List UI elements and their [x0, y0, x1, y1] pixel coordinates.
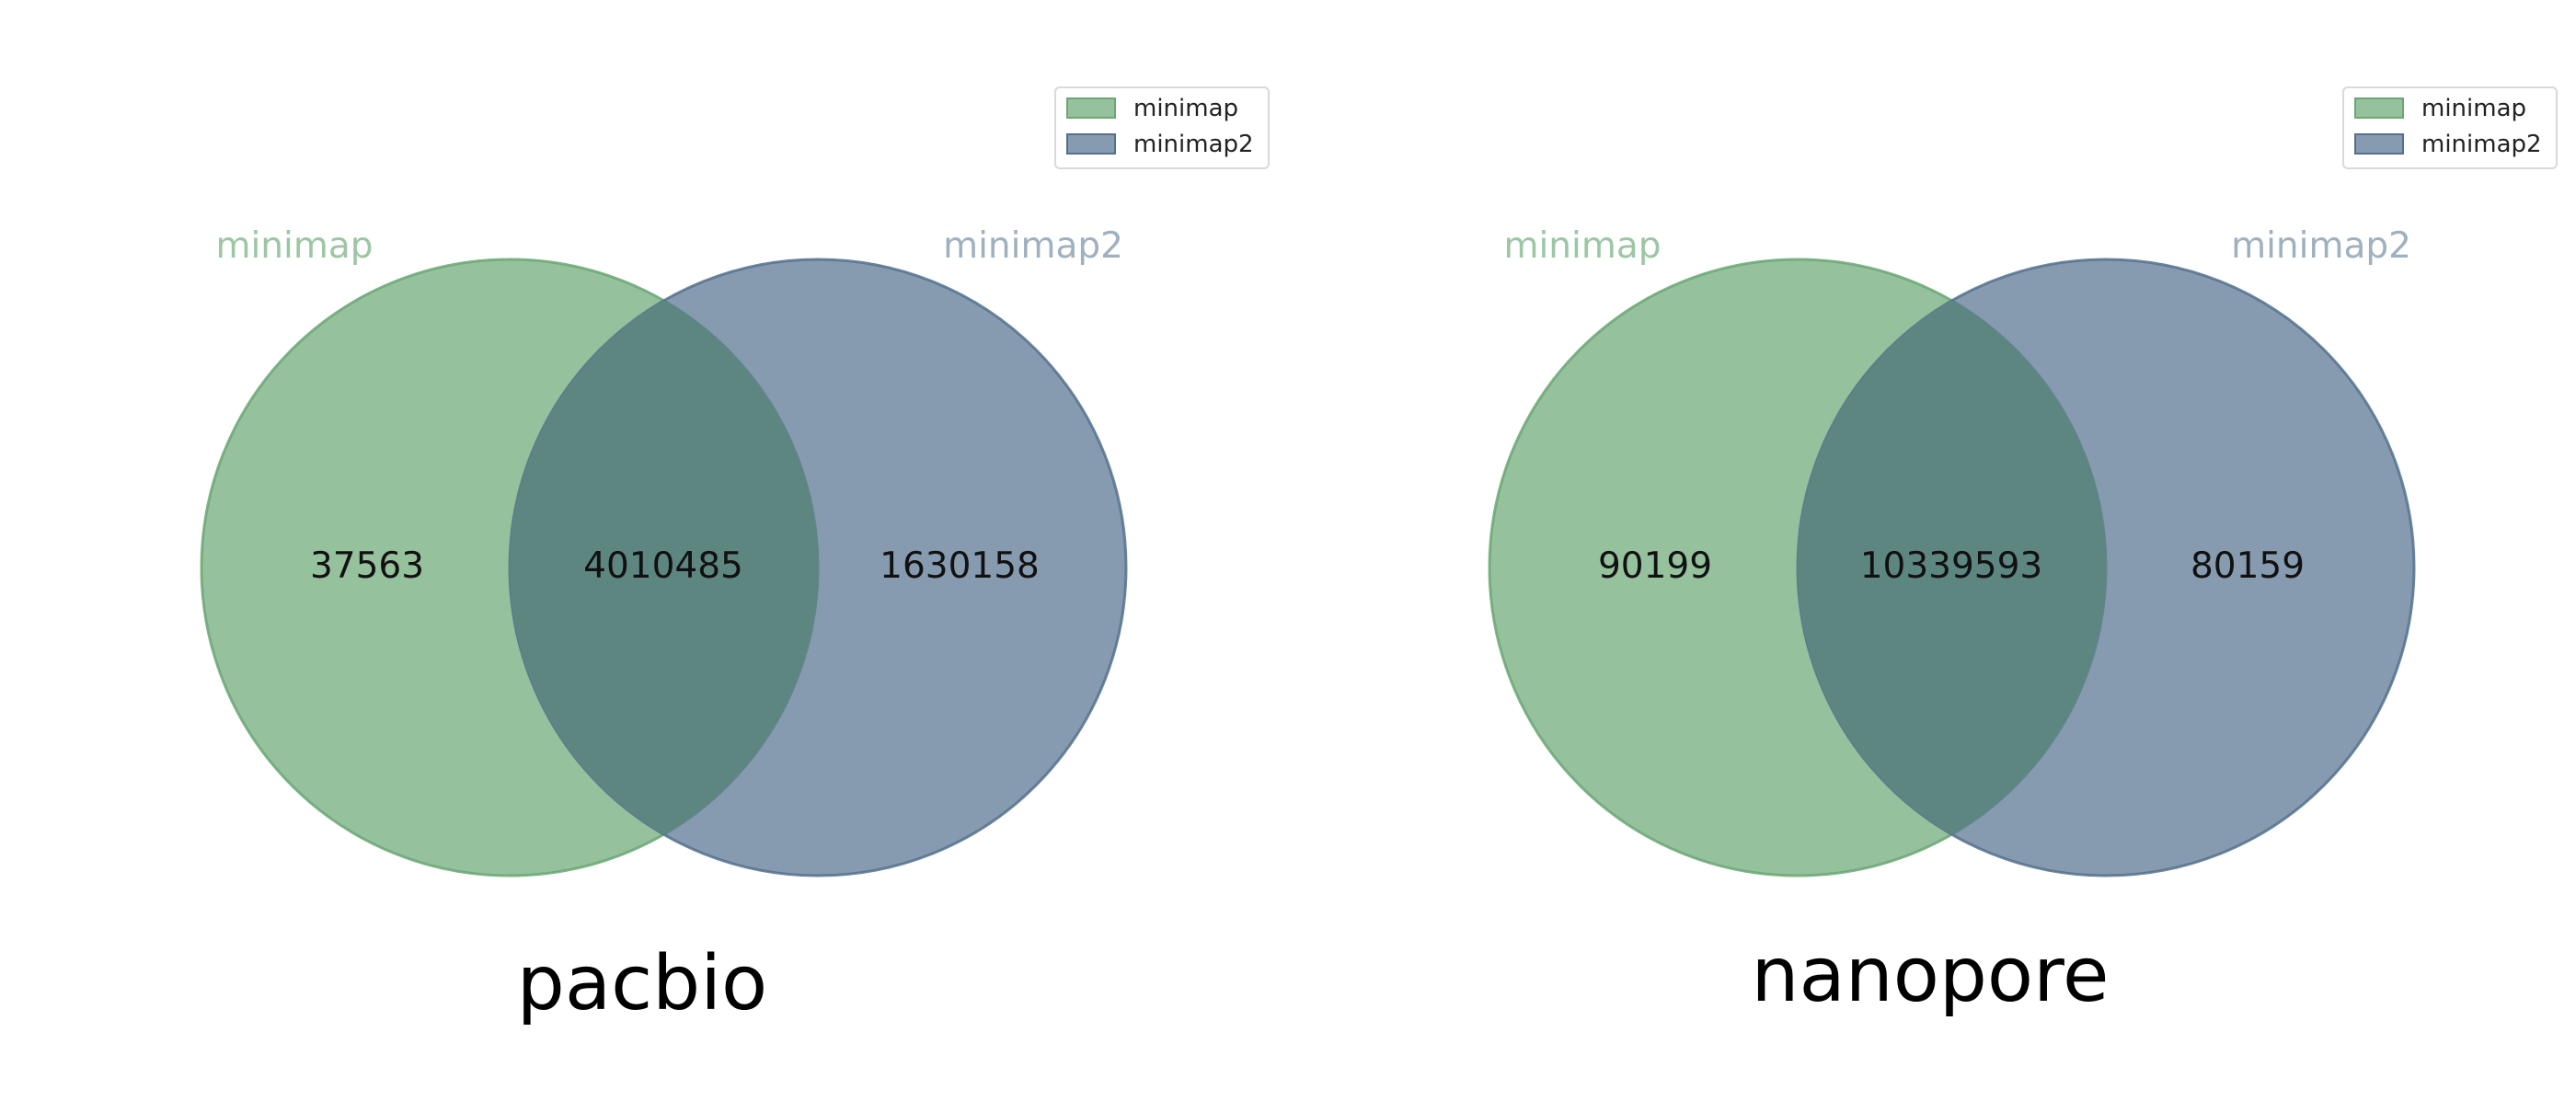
panel-title-nanopore: nanopore	[1752, 932, 2110, 1019]
count-minimap2-only: 1630158	[880, 545, 1040, 587]
legend-swatch-minimap2	[1066, 133, 1116, 155]
intersection-region	[510, 300, 818, 835]
count-minimap-only: 90199	[1598, 545, 1712, 587]
count-minimap2-only: 80159	[2191, 545, 2305, 587]
count-both: 10339593	[1860, 545, 2043, 587]
legend-swatch-minimap2	[2354, 133, 2404, 155]
set-label-minimap2: minimap2	[943, 225, 1123, 267]
legend-label-minimap2: minimap2	[2421, 131, 2542, 158]
venn-panel-nanopore: minimap minimap2 minimap minimap2 90199 …	[1488, 86, 2558, 1019]
venn-panel-pacbio: minimap minimap2 minimap minimap2 37563 …	[200, 86, 1270, 1027]
set-label-minimap: minimap	[1503, 225, 1661, 267]
count-both: 4010485	[583, 545, 743, 587]
panel-title-pacbio: pacbio	[517, 940, 767, 1027]
pacbio-legend: minimap minimap2	[1054, 86, 1270, 169]
legend-label-minimap2: minimap2	[1133, 131, 1254, 158]
legend-label-minimap: minimap	[1133, 95, 1238, 122]
intersection-region	[1798, 300, 2106, 835]
legend-swatch-minimap	[1066, 97, 1116, 119]
legend-swatch-minimap	[2354, 97, 2404, 119]
set-label-minimap2: minimap2	[2231, 225, 2411, 267]
count-minimap-only: 37563	[310, 545, 424, 587]
legend-label-minimap: minimap	[2421, 95, 2526, 122]
nanopore-legend: minimap minimap2	[2342, 86, 2558, 169]
nanopore-venn-diagram	[1488, 258, 2416, 877]
pacbio-venn-diagram	[200, 258, 1128, 877]
set-label-minimap: minimap	[215, 225, 373, 267]
